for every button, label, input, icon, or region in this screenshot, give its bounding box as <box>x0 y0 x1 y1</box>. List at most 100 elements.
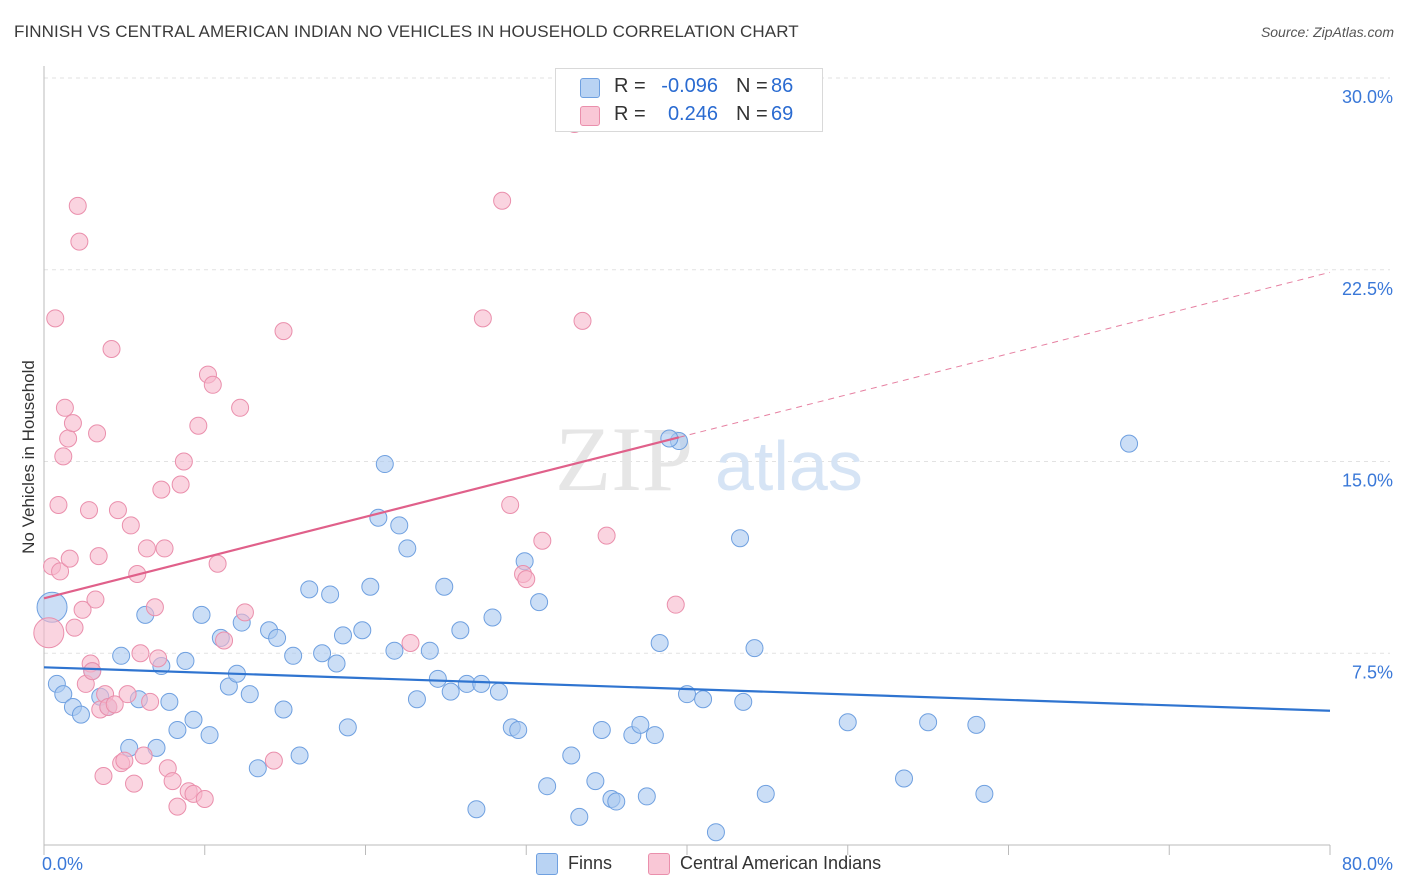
grid-lines <box>44 77 1390 654</box>
source-label: Source: ZipAtlas.com <box>1260 24 1394 40</box>
finns-point <box>467 800 486 819</box>
finns-point <box>734 692 753 711</box>
finns-point <box>592 720 611 739</box>
finns-point <box>160 692 179 711</box>
finns-point <box>168 720 187 739</box>
cai-point <box>533 531 552 550</box>
cai-point <box>134 746 153 765</box>
cai-point <box>115 751 134 770</box>
cai-point <box>121 516 140 535</box>
cai-point <box>215 631 234 650</box>
finns-point <box>184 710 203 729</box>
finns-point <box>441 682 460 701</box>
finns-point <box>483 608 502 627</box>
data-points <box>33 115 1139 842</box>
cai-swatch <box>580 106 600 126</box>
finns-point <box>745 639 764 658</box>
cai-point <box>60 549 79 568</box>
finns-point <box>489 682 508 701</box>
cai-point <box>155 539 174 558</box>
stats-row-finns: R = -0.096 N = 86 <box>556 73 822 101</box>
cai-point <box>573 311 592 330</box>
finns-trend-line <box>43 666 1331 712</box>
finns-point <box>385 641 404 660</box>
finns-point <box>694 690 713 709</box>
cai-point <box>88 424 107 443</box>
cai-trend-line-dashed <box>678 271 1331 438</box>
finns-swatch <box>580 78 600 98</box>
cai-legend-swatch <box>648 853 670 875</box>
watermark-atlas: atlas <box>715 427 863 505</box>
finns-point <box>268 628 287 647</box>
cai-point <box>59 429 78 448</box>
finns-point <box>731 529 750 548</box>
cai-point <box>118 685 137 704</box>
finns-point <box>313 644 332 663</box>
cai-point <box>401 634 420 653</box>
finns-point <box>509 720 528 739</box>
cai-point <box>195 789 214 808</box>
finns-point <box>1120 434 1139 453</box>
r-value: 0.246 <box>667 103 718 125</box>
finns-point <box>290 746 309 765</box>
finns-legend-swatch <box>536 853 558 875</box>
finns-point <box>706 823 725 842</box>
y-tick-label: 22.5% <box>1342 279 1393 299</box>
cai-point <box>86 590 105 609</box>
finns-point <box>650 634 669 653</box>
finns-point <box>248 759 267 778</box>
cai-point <box>137 539 156 558</box>
watermark-zip: ZIP <box>555 408 693 510</box>
finns-point <box>54 685 73 704</box>
cai-point <box>517 570 536 589</box>
stats-row-cai: R = 0.246 N = 69 <box>556 101 822 129</box>
finns-point <box>637 787 656 806</box>
finns-point <box>338 718 357 737</box>
watermark: ZIP atlas <box>555 408 863 510</box>
finns-point <box>274 700 293 719</box>
cai-point <box>264 751 283 770</box>
cai-point <box>54 447 73 466</box>
cai-point <box>203 375 222 394</box>
cai-point <box>171 475 190 494</box>
cai-point <box>94 766 113 785</box>
cai-point <box>666 595 685 614</box>
n-value: 86 <box>771 75 794 97</box>
cai-point <box>231 398 250 417</box>
finns-point <box>631 715 650 734</box>
finns-point <box>333 626 352 645</box>
cai-point <box>174 452 193 471</box>
trend-lines <box>43 271 1331 712</box>
finns-point <box>353 621 372 640</box>
finns-point <box>284 646 303 665</box>
y-axis-label: No Vehicles in Household <box>19 360 38 554</box>
finns-point <box>407 690 426 709</box>
finns-point <box>321 585 340 604</box>
finns-point <box>300 580 319 599</box>
finns-point <box>967 715 986 734</box>
y-tick-label: 30.0% <box>1342 87 1393 107</box>
n-value: 69 <box>771 103 794 125</box>
cai-point <box>33 617 65 649</box>
finns-point <box>219 677 238 696</box>
n-label: N = <box>736 75 768 97</box>
finns-point <box>390 516 409 535</box>
cai-point <box>125 774 144 793</box>
cai-point <box>63 414 82 433</box>
cai-point <box>235 603 254 622</box>
cai-point <box>105 695 124 714</box>
y-tick-label: 15.0% <box>1342 471 1393 491</box>
r-label: R = <box>614 103 646 125</box>
finns-point <box>361 577 380 596</box>
cai-point <box>149 649 168 668</box>
cai-point <box>46 309 65 328</box>
cai-point <box>597 526 616 545</box>
cai-trend-line <box>43 436 680 600</box>
cai-point <box>168 797 187 816</box>
cai-point <box>208 554 227 573</box>
stats-legend: R = -0.096 N = 86 R = 0.246 N = 69 <box>555 68 823 132</box>
cai-point <box>73 600 92 619</box>
cai-point <box>55 398 74 417</box>
finns-point <box>71 705 90 724</box>
finns-point <box>645 726 664 745</box>
